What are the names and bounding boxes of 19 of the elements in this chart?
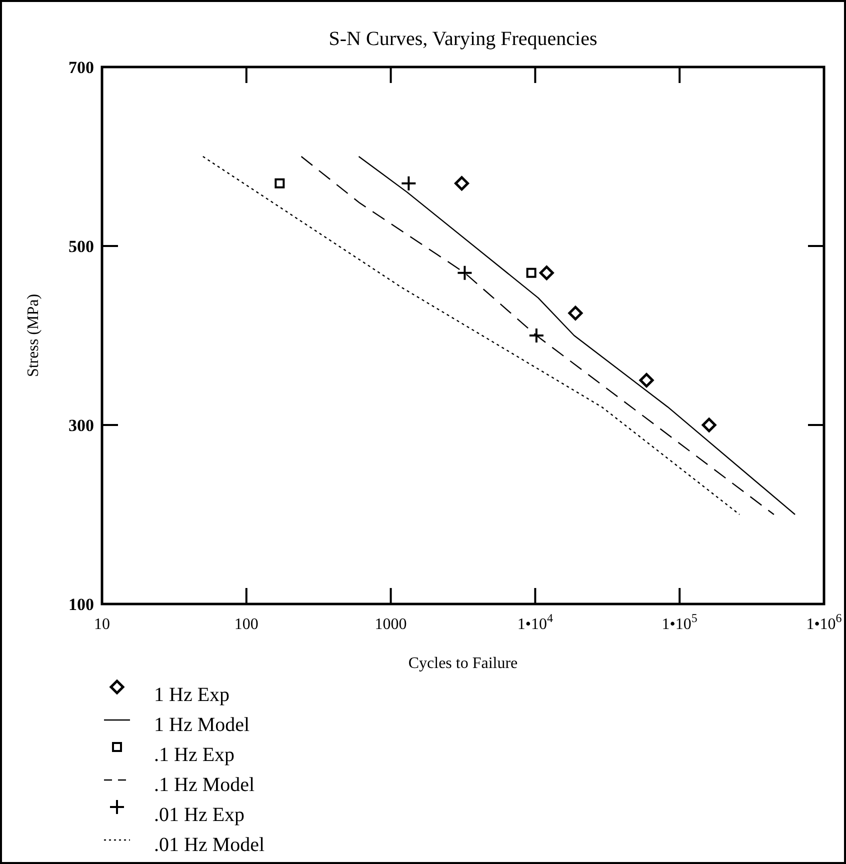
y-tick-label: 300	[68, 416, 94, 435]
x-tick-label: 1•10$^{6}$	[806, 611, 842, 633]
y-tick-label: 500	[68, 237, 94, 256]
legend-label: 1 Hz Model	[154, 714, 250, 736]
x-axis-title: Cycles to Failure	[408, 655, 518, 672]
legend-label: .01 Hz Model	[154, 834, 265, 856]
legend-label: .1 Hz Model	[154, 774, 255, 796]
x-tick-label: 10	[94, 616, 110, 633]
y-tick-label: 700	[68, 58, 94, 77]
chart-title: S-N Curves, Varying Frequencies	[328, 28, 598, 50]
x-tick-label: 1•10$^{4}$	[517, 611, 554, 633]
y-axis-title: Stress (MPa)	[25, 294, 42, 378]
y-tick-label: 100	[68, 595, 94, 614]
legend-label: .01 Hz Exp	[154, 804, 245, 826]
x-tick-label: 1•10$^{5}$	[662, 611, 698, 633]
legend-label: .1 Hz Exp	[154, 744, 235, 766]
x-tick-label: 100	[234, 616, 258, 633]
x-tick-label: 1000	[374, 616, 407, 633]
legend-label: 1 Hz Exp	[154, 684, 230, 706]
